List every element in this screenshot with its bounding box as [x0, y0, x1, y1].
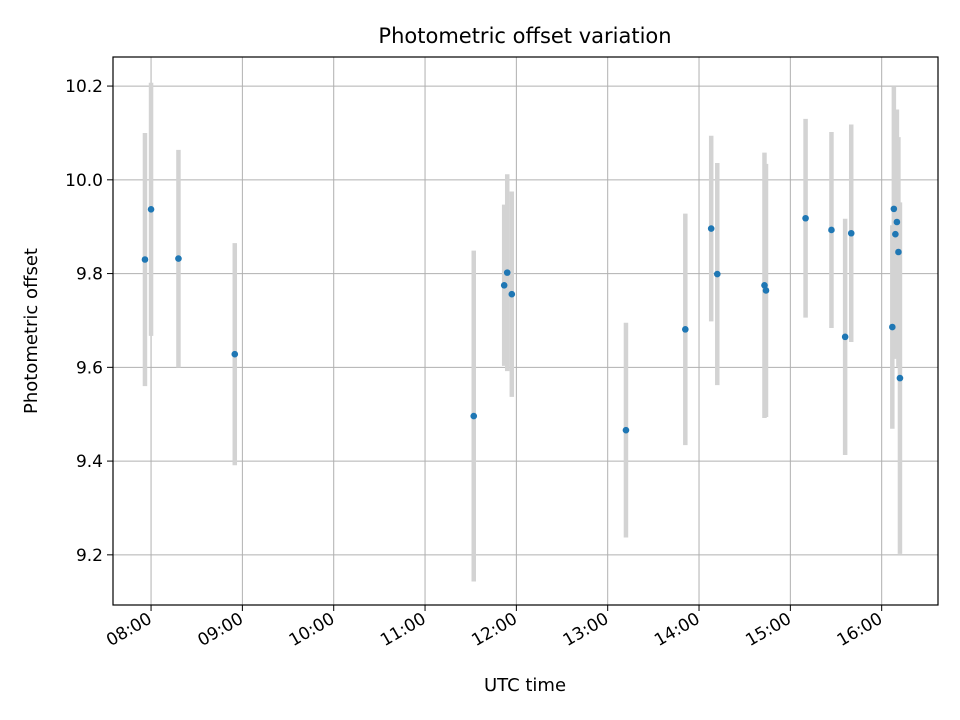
data-point — [147, 206, 155, 213]
data-point — [470, 412, 478, 420]
data-point — [508, 290, 516, 298]
data-point — [682, 326, 689, 333]
chart-title: Photometric offset variation — [378, 24, 671, 48]
data-point — [500, 281, 508, 289]
y-tick-label: 10.2 — [65, 77, 103, 97]
data-point — [231, 350, 239, 358]
data-point — [761, 281, 768, 289]
data-points — [141, 205, 904, 434]
x-axis-label: UTC time — [484, 675, 566, 696]
data-point — [762, 287, 770, 294]
y-tick-label: 9.2 — [76, 546, 103, 566]
y-tick-label: 9.4 — [76, 452, 103, 472]
data-point — [707, 225, 715, 232]
data-point — [713, 270, 721, 278]
data-point — [175, 255, 182, 262]
y-tick-label: 9.8 — [76, 265, 103, 285]
data-point — [828, 226, 835, 234]
grid — [113, 57, 938, 605]
data-point — [893, 218, 901, 226]
data-point — [890, 205, 898, 213]
plot-frame — [112, 56, 939, 606]
y-tick-label: 10.0 — [65, 171, 103, 191]
y-tick-label: 9.6 — [76, 358, 103, 378]
data-point — [141, 256, 149, 263]
data-point — [622, 426, 630, 434]
data-point — [847, 229, 855, 237]
data-point — [889, 323, 896, 331]
data-point — [892, 230, 899, 238]
data-point — [895, 248, 902, 256]
data-point — [896, 374, 904, 382]
y-axis-label: Photometric offset — [21, 248, 42, 414]
data-point — [802, 214, 809, 222]
data-point — [841, 333, 849, 341]
data-point — [503, 269, 511, 276]
y-axis-ticks: 9.2 9.4 9.6 9.8 10.0 10.2 — [65, 77, 113, 566]
